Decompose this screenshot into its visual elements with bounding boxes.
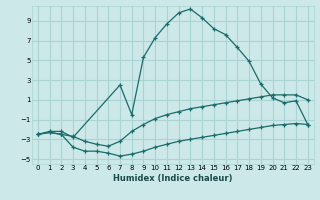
X-axis label: Humidex (Indice chaleur): Humidex (Indice chaleur)	[113, 174, 233, 183]
